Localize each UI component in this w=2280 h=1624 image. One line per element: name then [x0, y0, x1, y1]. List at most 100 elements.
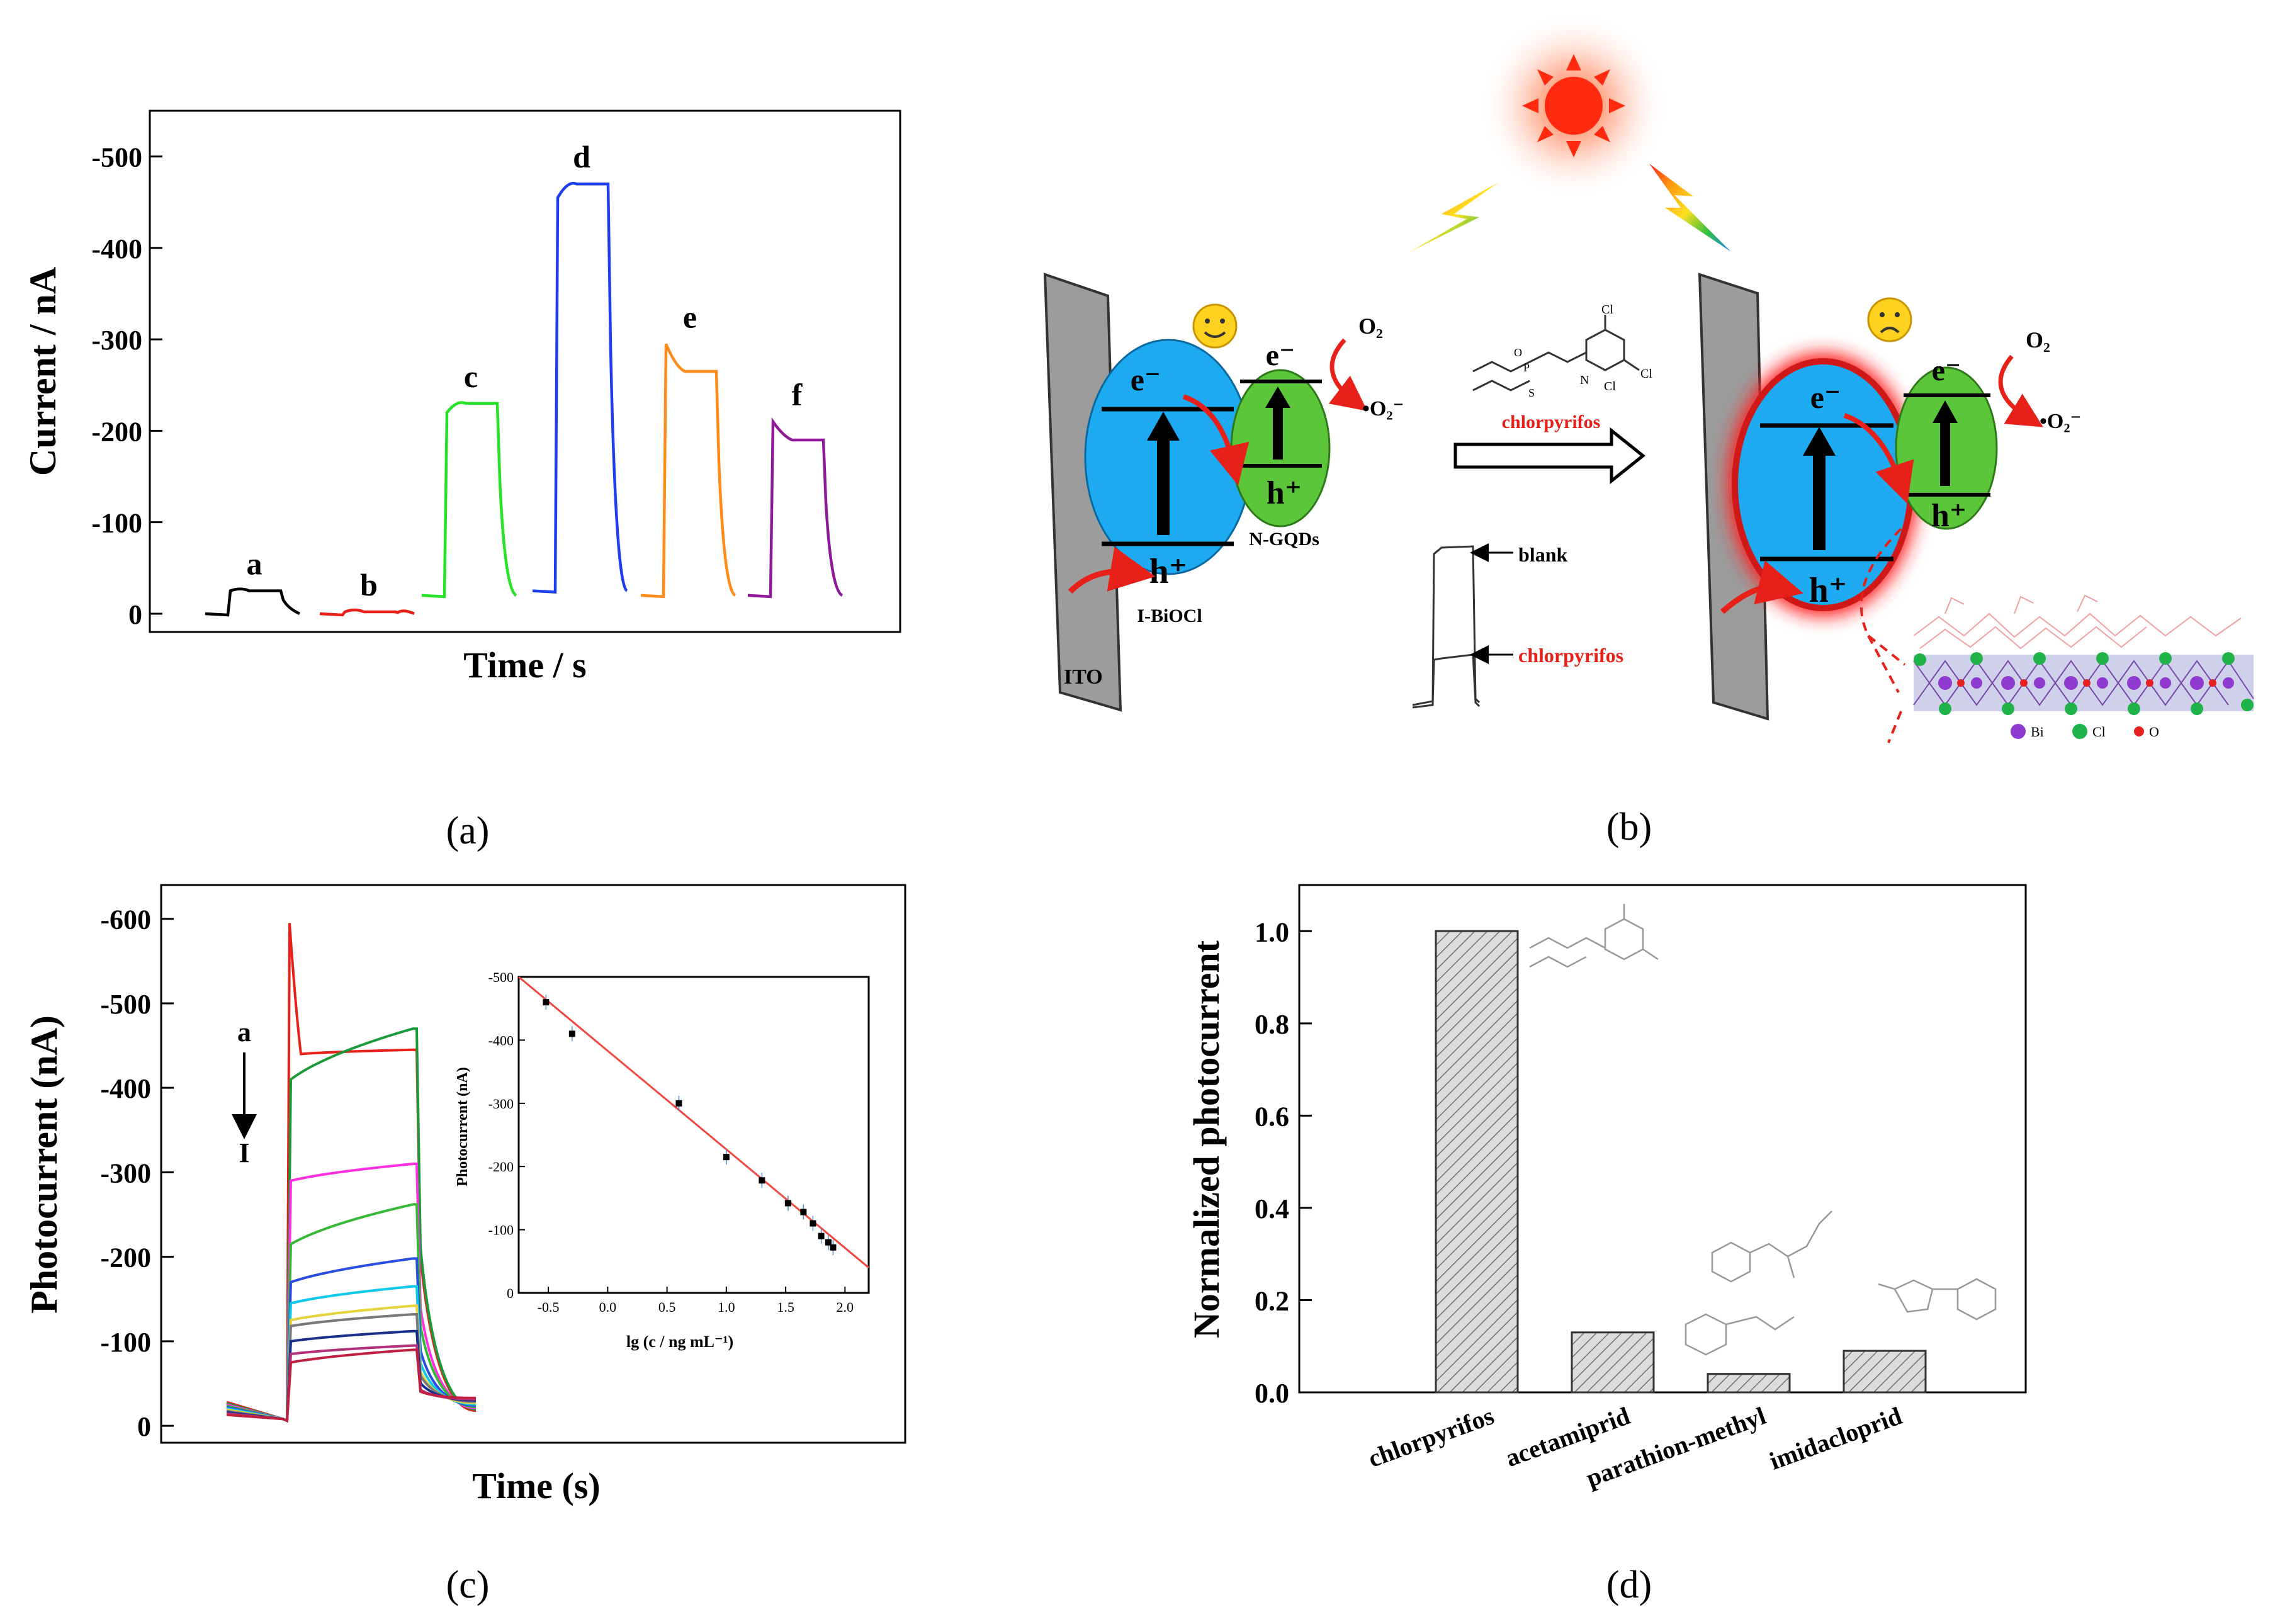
panel-label-c: (c)	[446, 1564, 490, 1606]
panel-d-bar-acetamiprid	[1571, 1331, 1655, 1394]
panel-c-frame	[160, 884, 906, 1444]
legend-cl: Cl	[2092, 724, 2106, 740]
panel-c-inset-xlabel: lg (c / ng mL⁻¹)	[626, 1333, 733, 1351]
inset-xtick-label: -0.5	[538, 1299, 560, 1315]
panel-a-series-label-a: a	[247, 546, 262, 582]
inset-xtick-label: 1.5	[777, 1299, 794, 1315]
panel-d-ytick-label: 0.6	[1255, 1101, 1289, 1132]
panel-c-annotation-a: a	[237, 1017, 251, 1047]
inset-ytick-label: -100	[488, 1222, 514, 1238]
o2-left: O₂	[1358, 313, 1383, 339]
inset-point	[818, 1232, 825, 1239]
inset-ytick-label: -300	[488, 1096, 514, 1112]
panel-a-ytick-label: -100	[91, 508, 142, 539]
panel-c-ytick-label: -300	[100, 1158, 151, 1188]
inset-point	[825, 1239, 832, 1246]
panel-d-ytick-label: 0.0	[1255, 1378, 1289, 1409]
o2-right: O₂	[2026, 327, 2050, 352]
h-plus-ngqd-left: h⁺	[1267, 475, 1302, 511]
panel-d-molecules	[1529, 904, 1997, 1356]
panel-a-series-a	[205, 587, 300, 617]
ito-electrode-left	[1043, 273, 1122, 712]
chlorpyrifos-molecule	[1472, 315, 1640, 392]
panel-d-frame	[1298, 884, 2027, 1394]
inset-point	[810, 1220, 816, 1227]
h-plus-ngqd-right: h⁺	[1931, 498, 1967, 534]
panel-c-xlabel: Time (s)	[472, 1465, 601, 1506]
panel-c-series-2	[226, 1027, 477, 1423]
inset-fit-line	[518, 976, 869, 1268]
e-minus-ngqd-right: e⁻	[1932, 354, 1961, 387]
mol-s: S	[1528, 386, 1535, 399]
panel-d-category-label: chlorpyrifos	[1364, 1401, 1498, 1473]
panel-c-series-1	[226, 923, 477, 1423]
legend-bi: Bi	[2031, 724, 2044, 740]
panel-c-ytick-label: -200	[100, 1243, 151, 1273]
inset-point	[568, 1030, 575, 1037]
superoxide-left: •O₂⁻	[1362, 397, 1404, 420]
smiley-icon	[1192, 303, 1238, 349]
panel-label-b: (b)	[1606, 806, 1652, 849]
panel-a-series-d	[532, 181, 628, 594]
panel-c-series-11	[226, 1348, 477, 1423]
inset-point	[675, 1100, 682, 1107]
inset-ytick-label: -500	[488, 969, 514, 985]
panel-c-ytick-label: -600	[100, 905, 151, 935]
panel-c: 0 -100 -200 -300 -400 -500 -600 a I 0 -100 -200 -…	[23, 884, 906, 1606]
panel-c-annotation-i: I	[239, 1137, 249, 1168]
panel-c-series-4	[226, 1203, 477, 1423]
panel-d: 0.00.20.40.60.81.0 chlorpyrifos acetamipr…	[1186, 884, 2027, 1606]
lightning-left-icon	[1410, 183, 1498, 252]
mol-cl-3: Cl	[1604, 380, 1616, 393]
panel-a-series-label-f: f	[792, 377, 803, 412]
panel-a-series-e	[640, 343, 736, 599]
panel-a-ytick-label: -300	[91, 325, 142, 356]
legend-o: O	[2149, 724, 2159, 740]
panel-a-frame	[149, 110, 901, 633]
panel-a-ytick-label: -500	[91, 142, 142, 173]
panel-b-diagram: ITO e⁻ h⁺ I-BiOCl e⁻ h⁺ N-GQDs O₂ •O₂⁻	[1043, 11, 2254, 849]
panel-d-ytick-label: 0.4	[1255, 1193, 1289, 1224]
panel-c-inset-frame	[517, 976, 870, 1294]
panel-c-ytick-label: -100	[100, 1327, 151, 1358]
inset-ytick-label: 0	[507, 1285, 514, 1301]
panel-d-ytick-label: 0.8	[1255, 1009, 1289, 1040]
panel-c-ytick-label: 0	[137, 1411, 151, 1442]
panel-a-xlabel: Time / s	[463, 645, 587, 685]
inset-point	[723, 1154, 730, 1161]
panel-a-ytick-label: -400	[91, 234, 142, 264]
panel-a-ytick-label: -200	[91, 416, 142, 447]
inset-ytick-label: -200	[488, 1159, 514, 1175]
mol-cl-2: Cl	[1640, 367, 1652, 381]
ibiocl-crystal-structure: Bi Cl O	[1913, 594, 2254, 740]
photocurrent-trace-inset	[1412, 545, 1481, 709]
inset-ytick-label: -400	[488, 1032, 514, 1048]
panel-a-series-label-b: b	[360, 567, 378, 602]
panel-d-ylabel: Normalized photocurrent	[1186, 940, 1227, 1338]
mol-p: P	[1523, 361, 1530, 374]
inset-point	[800, 1209, 807, 1215]
chlorpyrifos-trace-label: chlorpyrifos	[1518, 644, 1623, 667]
ito-label: ITO	[1064, 665, 1103, 689]
e-minus-right: e⁻	[1810, 380, 1841, 415]
mol-o: O	[1514, 346, 1522, 359]
inset-xtick-label: 0.0	[599, 1299, 617, 1315]
panel-d-ytick-label: 1.0	[1255, 916, 1289, 947]
e-minus-ngqd-left: e⁻	[1266, 339, 1295, 372]
panel-c-ytick-label: -500	[100, 989, 151, 1020]
panel-label-d: (d)	[1606, 1564, 1652, 1606]
h-plus-right: h⁺	[1809, 571, 1848, 610]
panel-d-category-label: imidacloprid	[1766, 1401, 1905, 1475]
inset-point	[830, 1244, 837, 1251]
ngqds-label: N-GQDs	[1249, 529, 1319, 550]
panel-a-ytick-label: 0	[128, 599, 142, 630]
inset-point	[759, 1177, 765, 1184]
e-minus-left: e⁻	[1131, 362, 1161, 397]
panel-c-inset-ylabel: Photocurrent (nA)	[454, 1067, 471, 1187]
panel-a-ylabel: Current / nA	[22, 267, 64, 476]
panel-d-bar-imidacloprid	[1843, 1350, 1927, 1394]
panel-a-series-label-e: e	[683, 299, 697, 334]
panel-a-series-label-c: c	[464, 359, 478, 394]
